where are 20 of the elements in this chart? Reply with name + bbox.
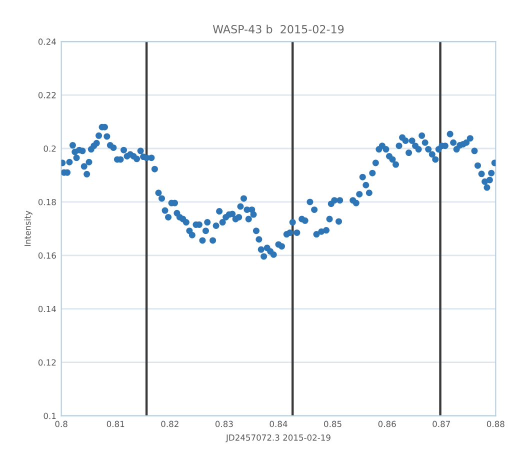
x-tick-label: 0.84 (270, 420, 288, 428)
x-tick-label: 0.85 (324, 420, 342, 428)
x-axis-title: JD2457072.3 2015-02-19 (226, 434, 330, 442)
x-tick-label: 0.82 (161, 420, 178, 428)
y-tick-label: 0.18 (38, 198, 56, 206)
y-tick-label: 0.22 (38, 92, 56, 98)
y-tick-label: 0.16 (38, 252, 56, 259)
x-tick-label: 0.8 (55, 420, 68, 428)
y-tick-label: 0.12 (38, 359, 56, 366)
y-tick-label: 0.14 (38, 306, 56, 312)
y-tick-label: 0.1 (44, 412, 56, 420)
x-tick-label: 0.83 (215, 420, 233, 428)
x-tick-label: 0.81 (106, 420, 124, 428)
x-tick-label: 0.88 (486, 420, 504, 428)
y-tick-label: 0.24 (38, 38, 56, 45)
x-tick-label: 0.86 (378, 420, 396, 428)
y-axis-title: Intensity (24, 210, 32, 246)
y-tick-label: 0.2 (44, 145, 56, 152)
chart-title: WASP-43 b 2015-02-19 (212, 24, 344, 34)
x-tick-label: 0.87 (432, 420, 450, 428)
